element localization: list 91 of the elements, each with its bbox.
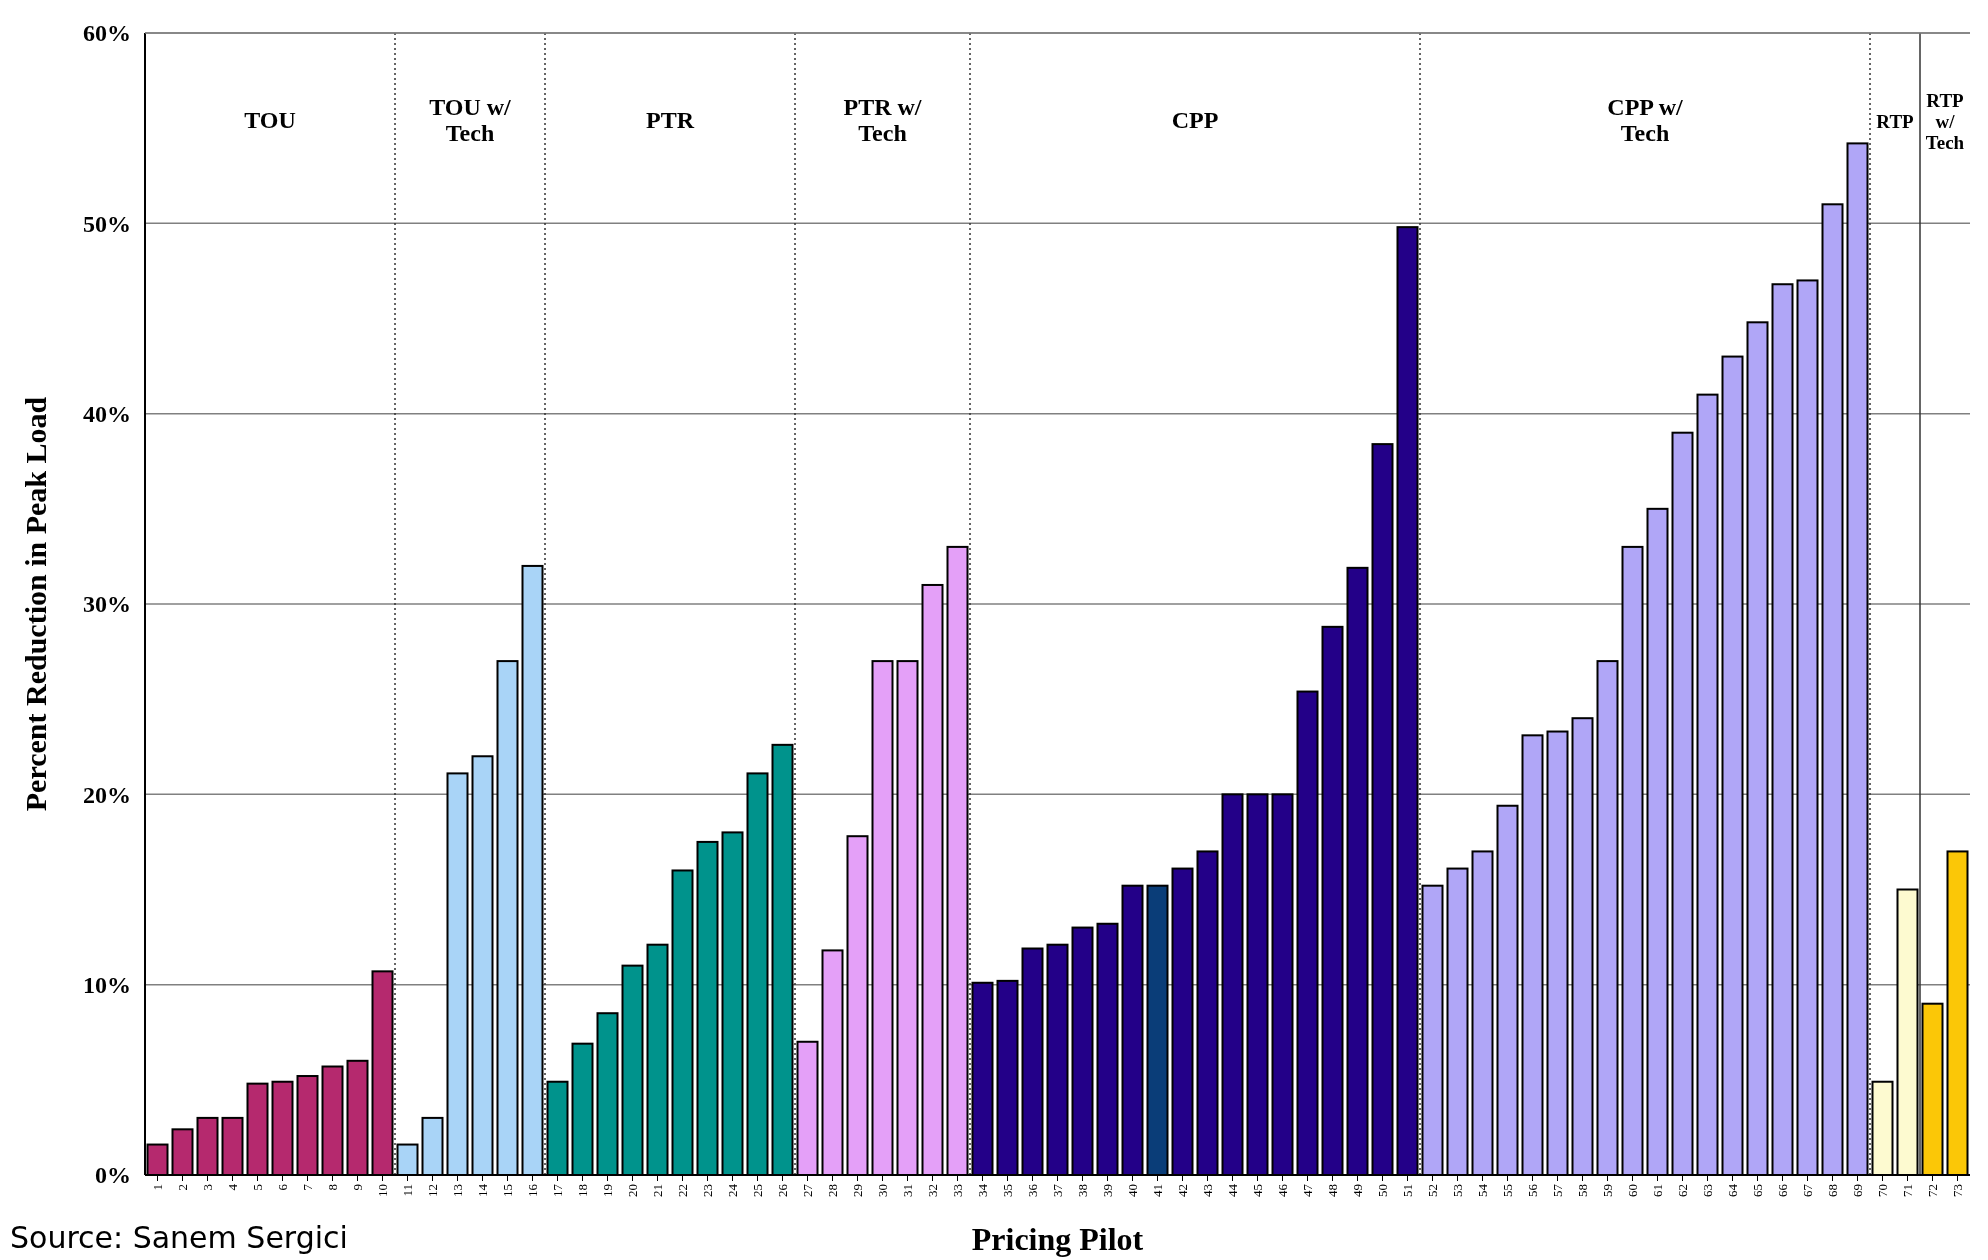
x-tick-label: 47 xyxy=(1300,1183,1316,1197)
x-tick-label: 18 xyxy=(575,1184,591,1197)
x-tick-label: 3 xyxy=(200,1184,216,1191)
x-tick-label: 41 xyxy=(1150,1184,1166,1197)
x-tick-label: 68 xyxy=(1825,1184,1841,1197)
y-tick-label: 50% xyxy=(83,210,131,237)
x-tick-label: 73 xyxy=(1950,1184,1966,1197)
x-tick-label: 66 xyxy=(1775,1183,1791,1197)
x-tick-label: 44 xyxy=(1225,1183,1241,1197)
annotation: TOU xyxy=(244,107,296,133)
x-tick-label: 51 xyxy=(1400,1184,1416,1197)
x-tick-label: 61 xyxy=(1650,1184,1666,1197)
x-tick-label: 15 xyxy=(500,1184,516,1197)
y-tick-label: 10% xyxy=(83,972,131,999)
x-tick-label: 21 xyxy=(650,1184,666,1197)
x-tick-label: 1 xyxy=(150,1184,166,1191)
y-tick-label: 60% xyxy=(83,20,131,47)
x-tick-label: 31 xyxy=(900,1184,916,1197)
x-tick-label: 19 xyxy=(600,1184,616,1197)
x-tick-label: 43 xyxy=(1200,1184,1216,1197)
y-axis-title: Percent Reduction in Peak Load xyxy=(19,396,52,812)
annotation: PTR w/ Tech xyxy=(843,93,922,147)
x-tick-label: 70 xyxy=(1875,1184,1891,1197)
x-tick-label: 64 xyxy=(1725,1183,1741,1197)
x-tick-label: 53 xyxy=(1450,1184,1466,1197)
source-note: Source: Sanem Sergici xyxy=(10,1220,348,1255)
annotation: TOU w/ Tech xyxy=(429,93,512,147)
x-tick-label: 55 xyxy=(1500,1184,1516,1197)
x-tick-label: 37 xyxy=(1050,1183,1066,1197)
x-tick-label: 13 xyxy=(450,1184,466,1197)
annotation: CPP xyxy=(1171,107,1219,133)
x-tick-label: 2 xyxy=(175,1184,191,1191)
annotation: RTP w/ Tech xyxy=(1925,90,1965,153)
x-tick-label: 30 xyxy=(875,1184,891,1197)
x-tick-label: 23 xyxy=(700,1184,716,1197)
x-tick-label: 16 xyxy=(525,1183,541,1197)
x-tick-label: 45 xyxy=(1250,1184,1266,1197)
x-tick-label: 49 xyxy=(1350,1184,1366,1197)
x-tick-label: 5 xyxy=(250,1184,266,1191)
x-tick-label: 12 xyxy=(425,1184,441,1197)
x-tick-label: 50 xyxy=(1375,1184,1391,1197)
x-tick-label: 39 xyxy=(1100,1184,1116,1197)
y-tick-label: 0% xyxy=(95,1162,131,1189)
x-tick-label: 17 xyxy=(550,1183,566,1197)
x-axis-title: Pricing Pilot xyxy=(971,1221,1144,1257)
x-tick-label: 65 xyxy=(1750,1184,1766,1197)
x-tick-label: 48 xyxy=(1325,1184,1341,1197)
x-tick-label: 57 xyxy=(1550,1183,1566,1197)
x-tick-label: 8 xyxy=(325,1184,341,1191)
x-tick-label: 14 xyxy=(475,1183,491,1197)
x-tick-label: 33 xyxy=(950,1184,966,1197)
x-tick-label: 56 xyxy=(1525,1183,1541,1197)
x-tick-label: 72 xyxy=(1925,1184,1941,1197)
x-tick-label: 7 xyxy=(300,1183,316,1191)
x-tick-label: 38 xyxy=(1075,1184,1091,1197)
x-tick-label: 67 xyxy=(1800,1183,1816,1197)
annotation: CPP w/ Tech xyxy=(1607,93,1683,147)
x-tick-label: 58 xyxy=(1575,1184,1591,1197)
x-tick-label: 42 xyxy=(1175,1184,1191,1197)
x-tick-label: 27 xyxy=(800,1183,816,1197)
x-tick-label: 60 xyxy=(1625,1184,1641,1197)
x-tick-label: 24 xyxy=(725,1183,741,1197)
x-tick-label: 40 xyxy=(1125,1184,1141,1197)
x-tick-label: 6 xyxy=(275,1183,291,1191)
x-tick-label: 20 xyxy=(625,1184,641,1197)
x-tick-label: 26 xyxy=(775,1183,791,1197)
x-tick-label: 10 xyxy=(375,1184,391,1197)
y-tick-label: 30% xyxy=(83,591,131,618)
x-tick-label: 59 xyxy=(1600,1184,1616,1197)
x-tick-label: 29 xyxy=(850,1184,866,1197)
x-tick-label: 71 xyxy=(1900,1184,1916,1197)
y-tick-label: 40% xyxy=(83,401,131,428)
x-tick-label: 34 xyxy=(975,1183,991,1197)
x-tick-label: 35 xyxy=(1000,1184,1016,1197)
x-tick-label: 63 xyxy=(1700,1184,1716,1197)
x-tick-label: 9 xyxy=(350,1184,366,1191)
annotation: RTP xyxy=(1876,111,1915,132)
x-tick-label: 52 xyxy=(1425,1184,1441,1197)
x-tick-label: 11 xyxy=(400,1184,416,1197)
x-tick-label: 4 xyxy=(225,1183,241,1191)
x-tick-label: 36 xyxy=(1025,1183,1041,1197)
x-tick-label: 46 xyxy=(1275,1183,1291,1197)
x-tick-label: 54 xyxy=(1475,1183,1491,1197)
y-tick-label: 20% xyxy=(83,781,131,808)
x-tick-label: 22 xyxy=(675,1184,691,1197)
x-tick-label: 28 xyxy=(825,1184,841,1197)
x-tick-label: 32 xyxy=(925,1184,941,1197)
annotation: PTR xyxy=(646,107,695,133)
x-tick-label: 25 xyxy=(750,1184,766,1197)
x-tick-label: 62 xyxy=(1675,1184,1691,1197)
x-tick-label: 69 xyxy=(1850,1184,1866,1197)
